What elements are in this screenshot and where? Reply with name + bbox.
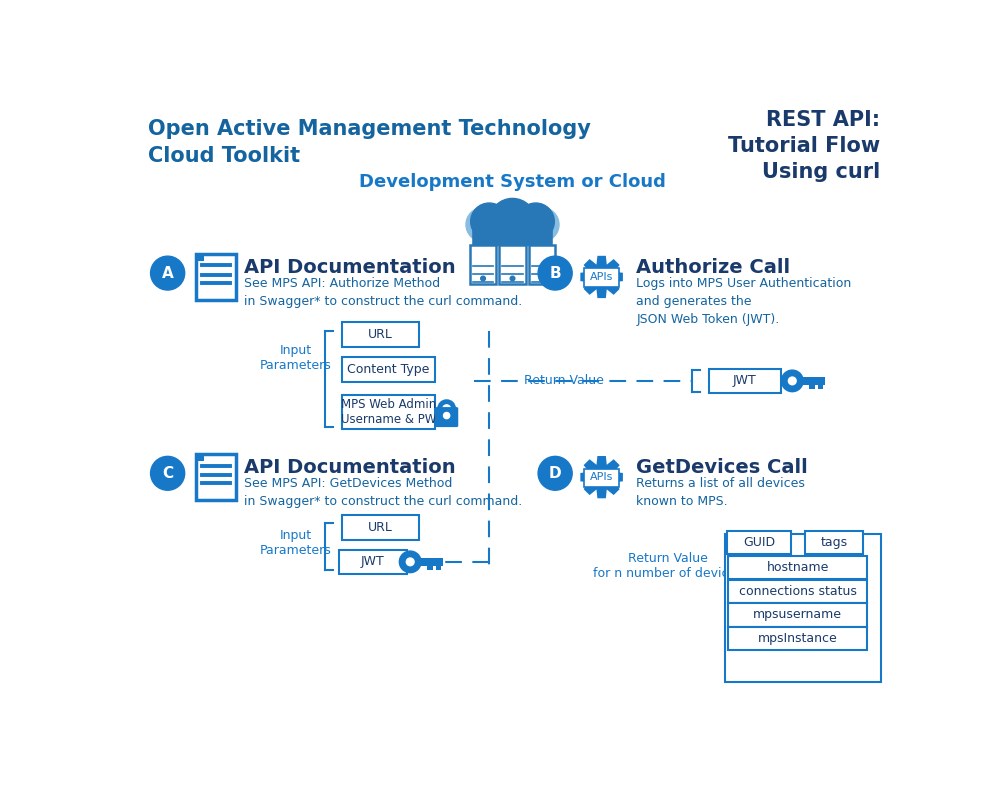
FancyBboxPatch shape [342, 394, 435, 429]
FancyBboxPatch shape [818, 384, 823, 390]
FancyBboxPatch shape [435, 407, 458, 427]
Circle shape [525, 208, 559, 242]
FancyBboxPatch shape [728, 603, 867, 626]
Text: GetDevices Call: GetDevices Call [637, 458, 808, 477]
Text: See MPS API: Authorize Method
in Swagger* to construct the curl command.: See MPS API: Authorize Method in Swagger… [244, 277, 522, 308]
FancyBboxPatch shape [196, 454, 204, 461]
Text: mpsInstance: mpsInstance [758, 632, 838, 646]
FancyBboxPatch shape [342, 515, 419, 539]
Text: APIs: APIs [590, 272, 613, 282]
FancyBboxPatch shape [196, 254, 236, 300]
Text: A: A [162, 266, 174, 281]
FancyBboxPatch shape [342, 357, 435, 382]
Text: See MPS API: GetDevices Method
in Swagger* to construct the curl command.: See MPS API: GetDevices Method in Swagge… [244, 477, 522, 508]
Text: mpsusername: mpsusername [753, 609, 842, 622]
Circle shape [540, 276, 544, 281]
Text: D: D [549, 466, 561, 481]
FancyBboxPatch shape [728, 556, 867, 578]
Text: GUID: GUID [743, 536, 775, 549]
Text: C: C [162, 466, 173, 481]
Circle shape [596, 271, 608, 283]
Text: Development System or Cloud: Development System or Cloud [359, 173, 666, 191]
Circle shape [491, 203, 534, 246]
FancyBboxPatch shape [805, 531, 863, 554]
FancyBboxPatch shape [436, 565, 441, 570]
Text: tags: tags [821, 536, 848, 549]
Circle shape [538, 256, 572, 290]
Text: JWT: JWT [361, 555, 385, 568]
Circle shape [517, 203, 554, 240]
FancyBboxPatch shape [529, 246, 555, 284]
Circle shape [510, 276, 515, 281]
Text: Return Value
for n number of devices: Return Value for n number of devices [593, 552, 742, 580]
Text: B: B [549, 266, 561, 281]
FancyBboxPatch shape [470, 246, 496, 284]
Text: hostname: hostname [767, 561, 829, 574]
Text: Return Value: Return Value [524, 374, 604, 387]
FancyBboxPatch shape [339, 550, 407, 574]
FancyBboxPatch shape [725, 534, 881, 682]
FancyBboxPatch shape [472, 228, 553, 246]
FancyBboxPatch shape [728, 579, 867, 602]
FancyBboxPatch shape [584, 269, 619, 287]
Circle shape [481, 276, 485, 281]
Circle shape [788, 377, 796, 385]
FancyBboxPatch shape [427, 565, 433, 570]
Text: Returns a list of all devices
known to MPS.: Returns a list of all devices known to M… [637, 477, 805, 508]
Circle shape [489, 198, 536, 245]
Text: APIs: APIs [590, 472, 613, 482]
Text: Using curl: Using curl [762, 162, 881, 182]
FancyBboxPatch shape [342, 322, 419, 347]
Polygon shape [580, 256, 623, 298]
Text: API Documentation: API Documentation [244, 458, 455, 477]
Circle shape [781, 370, 803, 392]
Text: connections status: connections status [739, 585, 857, 598]
FancyBboxPatch shape [196, 454, 236, 500]
Text: Input
Parameters: Input Parameters [260, 529, 331, 557]
Text: Logs into MPS User Authentication
and generates the
JSON Web Token (JWT).: Logs into MPS User Authentication and ge… [637, 277, 852, 326]
Text: JWT: JWT [733, 374, 757, 387]
Text: URL: URL [368, 328, 393, 341]
Text: REST API:: REST API: [767, 110, 881, 130]
FancyBboxPatch shape [727, 531, 791, 554]
Circle shape [151, 456, 185, 490]
FancyBboxPatch shape [420, 558, 443, 566]
Circle shape [406, 558, 414, 566]
Polygon shape [580, 456, 623, 498]
Text: Authorize Call: Authorize Call [637, 258, 791, 277]
FancyBboxPatch shape [809, 384, 815, 390]
Circle shape [466, 208, 500, 242]
FancyBboxPatch shape [728, 627, 867, 650]
Text: API Documentation: API Documentation [244, 258, 455, 277]
Circle shape [596, 471, 608, 483]
FancyBboxPatch shape [196, 253, 204, 261]
Circle shape [151, 256, 185, 290]
Circle shape [399, 551, 421, 573]
Circle shape [471, 203, 508, 240]
Text: Content Type: Content Type [347, 363, 430, 376]
Text: Cloud Toolkit: Cloud Toolkit [148, 146, 300, 166]
Circle shape [538, 456, 572, 490]
Circle shape [444, 413, 450, 418]
Text: Input
Parameters: Input Parameters [260, 344, 331, 372]
Text: URL: URL [368, 521, 393, 534]
Text: Open Active Management Technology: Open Active Management Technology [148, 119, 591, 139]
FancyBboxPatch shape [802, 377, 825, 385]
Text: MPS Web Admin
Username & PW: MPS Web Admin Username & PW [341, 398, 436, 426]
FancyBboxPatch shape [709, 369, 781, 394]
FancyBboxPatch shape [584, 469, 619, 487]
Text: Tutorial Flow: Tutorial Flow [728, 136, 881, 156]
FancyBboxPatch shape [499, 246, 526, 284]
